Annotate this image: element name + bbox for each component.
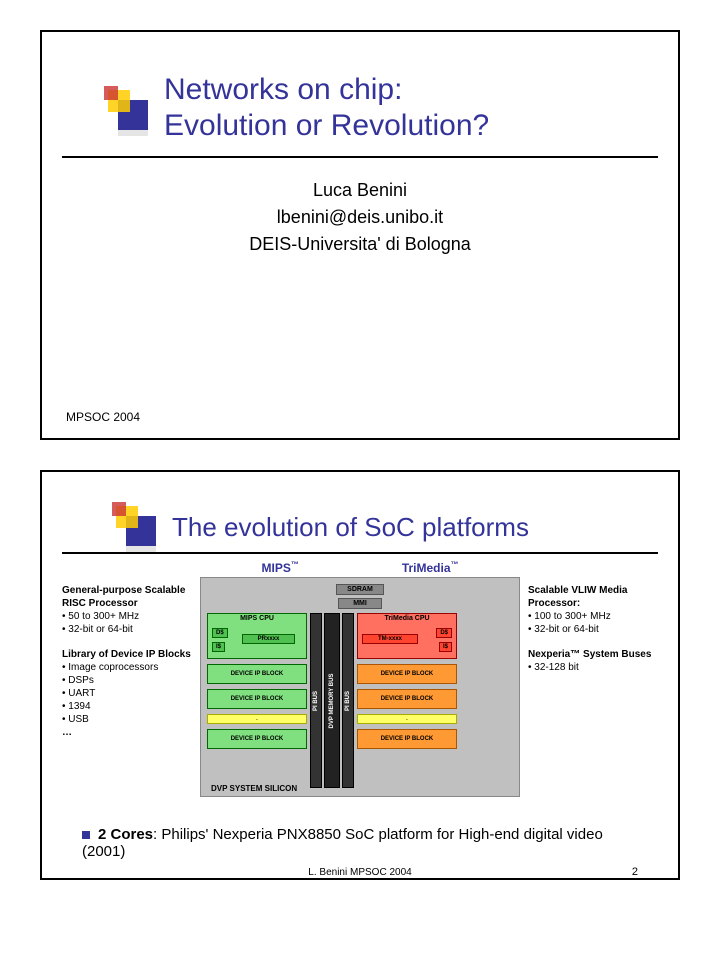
author-affiliation: DEIS-Universita' di Bologna	[42, 231, 678, 258]
left-column: General-purpose Scalable RISC Processor …	[62, 560, 192, 828]
left-b2: 32-bit or 64-bit	[62, 623, 192, 636]
slide-2: The evolution of SoC platforms General-p…	[40, 470, 680, 880]
title-bullet-icon	[104, 86, 154, 136]
tm-icon: ™	[451, 560, 459, 569]
mips-is: I$	[212, 642, 225, 652]
author-name: Luca Benini	[42, 177, 678, 204]
right-h1: Scalable VLIW Media Processor:	[528, 584, 658, 610]
author-block: Luca Benini lbenini@deis.unibo.it DEIS-U…	[42, 177, 678, 258]
left-h2: Library of Device IP Blocks	[62, 648, 192, 661]
slide2-content: General-purpose Scalable RISC Processor …	[62, 560, 658, 828]
trimedia-label: TriMedia	[402, 561, 451, 575]
mips-ds: D$	[212, 628, 228, 638]
pi-bus-right: PI BUS	[342, 613, 354, 788]
device-ip-yellow: .	[207, 714, 307, 724]
pi-bus-left: PI BUS	[310, 613, 322, 788]
bus-column: PI BUS DVP MEMORY BUS PI BUS	[310, 613, 354, 788]
silicon-area: SDRAM MMI MIPS CPU D$ I$ PRxxxx DEVICE	[200, 577, 520, 797]
mips-label: MIPS	[261, 561, 290, 575]
dvp-mem-label: DVP MEMORY BUS	[329, 673, 335, 728]
chip-labels-top: MIPS™ TriMedia™	[200, 560, 520, 577]
slide2-pagenum: 2	[632, 866, 638, 878]
title-line2: Evolution or Revolution?	[164, 108, 489, 144]
soc-diagram: MIPS™ TriMedia™ SDRAM MMI MIPS CPU D$	[200, 560, 520, 810]
trimedia-cpu-box: TriMedia CPU D$ I$ TM-xxxx	[357, 613, 457, 659]
left-b5: UART	[62, 687, 192, 700]
left-b8: …	[62, 727, 72, 738]
bullet-square-icon	[82, 831, 90, 839]
title-line1: Networks on chip:	[164, 72, 489, 108]
tm-ds: D$	[436, 628, 452, 638]
tm-icon: ™	[291, 560, 299, 569]
slide-1: Networks on chip: Evolution or Revolutio…	[40, 30, 680, 440]
trimedia-column: TriMedia CPU D$ I$ TM-xxxx DEVICE IP BLO…	[357, 613, 457, 788]
right-column: Scalable VLIW Media Processor: 100 to 30…	[528, 560, 658, 828]
trimedia-cpu-title: TriMedia CPU	[358, 614, 456, 623]
device-ip-yellow: .	[357, 714, 457, 724]
sdram-box: SDRAM	[336, 584, 384, 595]
mips-cpu-box: MIPS CPU D$ I$ PRxxxx	[207, 613, 307, 659]
right-b1: 100 to 300+ MHz	[528, 610, 658, 623]
slide1-title: Networks on chip: Evolution or Revolutio…	[164, 72, 489, 144]
prxxxx: PRxxxx	[242, 634, 295, 644]
dvp-memory-bus: DVP MEMORY BUS	[324, 613, 340, 788]
device-ip-orange: DEVICE IP BLOCK	[357, 664, 457, 684]
slide2-title: The evolution of SoC platforms	[172, 512, 529, 543]
left-b6: 1394	[62, 700, 192, 713]
tm-is: I$	[439, 642, 452, 652]
left-b1: 50 to 300+ MHz	[62, 610, 192, 623]
right-b3: 32-128 bit	[528, 661, 658, 674]
device-ip-orange: DEVICE IP BLOCK	[357, 689, 457, 709]
device-ip-green: DEVICE IP BLOCK	[207, 729, 307, 749]
mips-column: MIPS CPU D$ I$ PRxxxx DEVICE IP BLOCK DE…	[207, 613, 307, 788]
pi-bus-label: PI BUS	[345, 690, 351, 710]
tmxxxx: TM-xxxx	[362, 634, 418, 644]
slide2-bottom-text: 2 Cores: Philips' Nexperia PNX8850 SoC p…	[82, 826, 638, 860]
bottom-bold: 2 Cores	[98, 826, 153, 843]
bottom-rest: : Philips' Nexperia PNX8850 SoC platform…	[82, 826, 603, 860]
title-underline	[62, 156, 658, 158]
right-h2: Nexperia™ System Buses	[528, 648, 658, 661]
title-underline	[62, 552, 658, 554]
mmi-box: MMI	[338, 598, 382, 609]
pi-bus-label: PI BUS	[313, 690, 319, 710]
left-b4: DSPs	[62, 674, 192, 687]
mips-cpu-title: MIPS CPU	[208, 614, 306, 623]
author-email: lbenini@deis.unibo.it	[42, 204, 678, 231]
right-b2: 32-bit or 64-bit	[528, 623, 658, 636]
left-b7: USB	[62, 713, 192, 726]
device-ip-green: DEVICE IP BLOCK	[207, 664, 307, 684]
title-bullet-icon	[112, 502, 162, 552]
device-ip-green: DEVICE IP BLOCK	[207, 689, 307, 709]
device-ip-orange: DEVICE IP BLOCK	[357, 729, 457, 749]
left-h1: General-purpose Scalable RISC Processor	[62, 584, 192, 610]
silicon-label: DVP SYSTEM SILICON	[211, 784, 297, 793]
slide2-footer: L. Benini MPSOC 2004	[42, 867, 678, 878]
slide1-footer: MPSOC 2004	[66, 410, 140, 424]
left-b3: Image coprocessors	[62, 661, 192, 674]
